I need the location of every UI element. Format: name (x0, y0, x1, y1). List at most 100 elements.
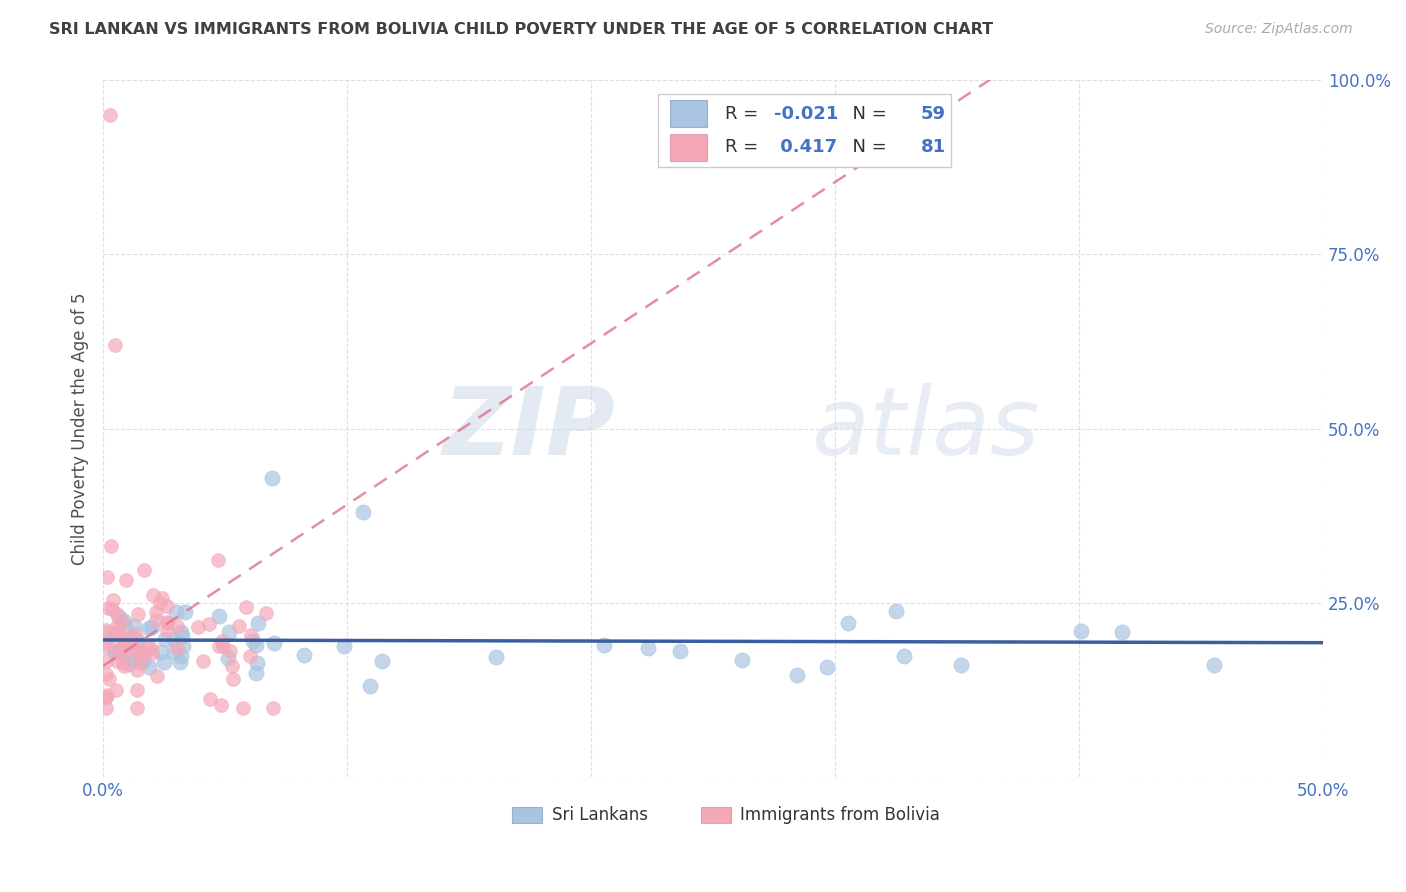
Point (96, 689, 118, 703)
Point (371, 654, 394, 668)
Point (107, 646, 129, 660)
Point (262, 700, 284, 714)
Point (125, 633, 148, 648)
Point (156, 623, 179, 637)
Point (1202, 658, 1225, 673)
Point (156, 615, 179, 630)
FancyBboxPatch shape (671, 134, 707, 161)
Point (108, 610, 131, 624)
Point (104, 645, 127, 659)
Point (221, 659, 243, 673)
Point (94, 667, 117, 681)
Point (150, 591, 173, 605)
Point (105, 607, 128, 621)
Point (165, 605, 187, 619)
Point (100, 539, 122, 553)
Text: Source: ZipAtlas.com: Source: ZipAtlas.com (1205, 22, 1353, 37)
Point (122, 652, 145, 666)
Point (139, 641, 162, 656)
Point (118, 631, 141, 645)
Text: 0.417: 0.417 (775, 138, 837, 156)
Point (122, 619, 145, 633)
Point (127, 683, 149, 698)
Point (292, 648, 315, 662)
Point (637, 641, 659, 656)
Point (239, 649, 262, 664)
Point (132, 648, 155, 662)
Point (125, 663, 148, 677)
Point (162, 645, 184, 659)
Point (786, 668, 808, 682)
Point (173, 605, 195, 619)
Point (218, 644, 240, 658)
Point (132, 654, 155, 668)
Point (112, 614, 135, 628)
Point (96, 690, 118, 705)
Point (105, 654, 128, 668)
Point (105, 619, 128, 633)
Point (112, 639, 135, 653)
Point (114, 659, 136, 673)
Point (893, 649, 915, 664)
Point (121, 635, 143, 649)
Point (359, 679, 381, 693)
Point (333, 639, 356, 653)
Point (134, 564, 156, 578)
Point (100, 108, 122, 122)
Point (94, 654, 117, 668)
Point (141, 620, 163, 634)
Text: -0.021: -0.021 (775, 104, 838, 123)
Text: N =: N = (841, 138, 893, 156)
Point (112, 631, 135, 645)
Point (169, 656, 191, 670)
Point (94, 624, 117, 638)
Point (198, 617, 221, 632)
Point (208, 639, 231, 653)
FancyBboxPatch shape (671, 101, 707, 127)
Point (246, 616, 269, 631)
Text: SRI LANKAN VS IMMIGRANTS FROM BOLIVIA CHILD POVERTY UNDER THE AGE OF 5 CORRELATI: SRI LANKAN VS IMMIGRANTS FROM BOLIVIA CH… (49, 22, 993, 37)
Point (145, 669, 167, 683)
Point (187, 620, 209, 634)
Point (112, 636, 135, 650)
Point (96, 601, 118, 615)
Point (245, 666, 267, 681)
Point (731, 653, 754, 667)
Point (485, 649, 508, 664)
Point (170, 648, 193, 663)
Point (104, 338, 127, 352)
Point (169, 625, 191, 640)
Point (239, 628, 262, 642)
Point (104, 682, 127, 697)
Point (193, 654, 215, 668)
Point (218, 625, 240, 640)
Text: N =: N = (841, 104, 893, 123)
Point (153, 655, 176, 669)
Y-axis label: Child Poverty Under the Age of 5: Child Poverty Under the Age of 5 (72, 293, 89, 565)
Point (96, 570, 118, 584)
Point (153, 632, 176, 647)
Point (138, 621, 160, 635)
Point (170, 629, 193, 643)
Point (228, 619, 250, 633)
Text: Sri Lankans: Sri Lankans (553, 806, 648, 824)
Point (254, 606, 277, 620)
Point (669, 643, 692, 657)
Point (141, 646, 163, 660)
Point (101, 602, 124, 616)
Point (1070, 624, 1092, 638)
Point (156, 599, 179, 614)
Point (246, 656, 269, 670)
Point (94, 640, 117, 654)
Point (209, 698, 232, 712)
Point (107, 623, 129, 637)
Point (245, 638, 267, 652)
Point (112, 642, 135, 657)
Point (118, 657, 141, 671)
Point (242, 633, 264, 648)
Point (136, 640, 159, 654)
Point (108, 644, 131, 658)
Point (592, 639, 614, 653)
Point (950, 657, 973, 672)
Point (122, 645, 145, 659)
